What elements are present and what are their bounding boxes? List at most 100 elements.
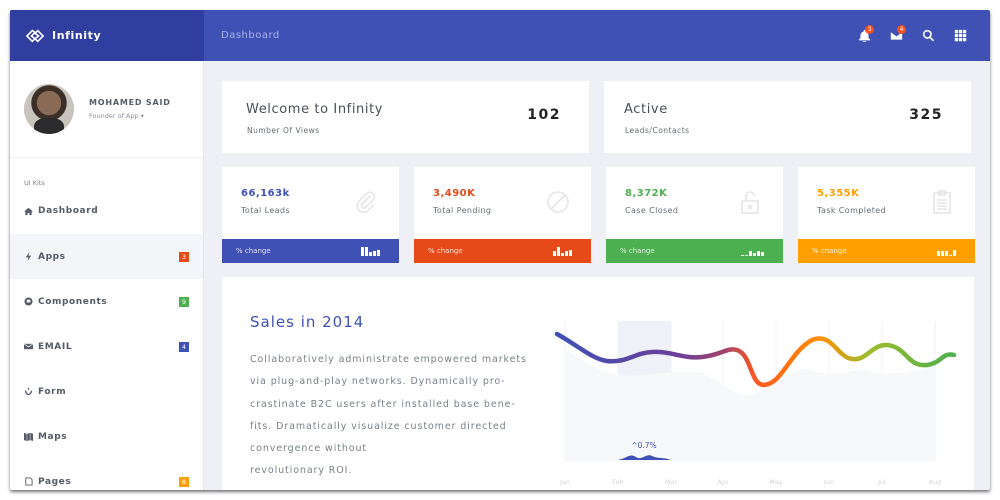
sidebar-item-label: Components [38, 296, 108, 307]
sidebar-item-components[interactable]: Components 9 [10, 279, 203, 324]
bolt-icon [25, 252, 32, 261]
summary-title: Welcome to Infinity [246, 102, 384, 117]
sidebar-badge: 3 [179, 251, 189, 262]
summary-subtitle: Leads/Contacts [625, 126, 690, 135]
stat-change-bar[interactable]: % change [798, 239, 975, 263]
user-profile[interactable]: MOHAMED SAID Founder of App ▾ [10, 61, 203, 158]
x-axis-label: Jan [559, 478, 570, 486]
change-label: % change [236, 247, 271, 255]
summary-value: 325 [909, 107, 943, 123]
change-label: % change [620, 247, 655, 255]
page-title: Dashboard [221, 30, 280, 41]
sidebar-item-label: Apps [38, 251, 66, 262]
mini-bar-chart-icon [361, 246, 380, 256]
home-icon [24, 207, 33, 215]
form-icon [24, 387, 33, 396]
components-icon [24, 297, 33, 306]
map-icon [24, 432, 33, 441]
ban-icon [545, 189, 571, 215]
sales-text-line: convergence without [250, 443, 368, 455]
sidebar: MOHAMED SAID Founder of App ▾ UI Kits Da… [10, 61, 204, 490]
apps-grid-button[interactable] [944, 10, 976, 61]
sales-text-line: fits. Dramatically visualize customer di… [250, 420, 507, 432]
summary-card-views: Welcome to Infinity Number Of Views 102 [222, 81, 589, 153]
avatar[interactable] [24, 84, 74, 134]
sidebar-item-label: Form [38, 386, 67, 397]
stat-card-total-leads: 66,163k Total Leads % change [222, 167, 399, 263]
stat-card-task-completed: 5,355K Task Completed % change [798, 167, 975, 263]
sidebar-item-email[interactable]: EMAIL 4 [10, 324, 203, 369]
sales-title: Sales in 2014 [250, 313, 365, 331]
sales-description: Collaboratively administrate empowered m… [250, 349, 530, 483]
envelope-icon [890, 32, 902, 40]
sidebar-item-label: Pages [38, 476, 72, 487]
profile-role-dropdown[interactable]: Founder of App ▾ [89, 112, 144, 120]
stat-label: Task Completed [817, 206, 887, 215]
notifications-button[interactable]: 3 [848, 10, 880, 61]
grid-icon [954, 29, 966, 42]
sales-line-chart: ^0.7% Jan Feb Mar Apr May Jun Jul Aug [542, 277, 962, 490]
stat-change-bar[interactable]: % change [222, 239, 399, 263]
messages-button[interactable]: 4 [880, 10, 912, 61]
search-button[interactable] [912, 10, 944, 61]
stat-value: 3,490K [433, 188, 476, 199]
stat-change-bar[interactable]: % change [414, 239, 591, 263]
sales-card: Sales in 2014 Collaboratively administra… [222, 277, 974, 490]
mini-bar-chart-icon [937, 247, 956, 256]
sidebar-item-dashboard[interactable]: Dashboard [10, 196, 203, 226]
summary-subtitle: Number Of Views [247, 126, 320, 135]
highlight-label: ^0.7% [631, 441, 656, 450]
sales-line [554, 331, 957, 388]
sidebar-item-label: Dashboard [38, 206, 99, 216]
profile-info: MOHAMED SAID Founder of App ▾ [89, 98, 171, 120]
mini-bar-chart-icon [741, 247, 764, 256]
search-icon [922, 29, 934, 42]
sidebar-item-pages[interactable]: Pages 8 [10, 459, 203, 490]
unlock-icon [737, 189, 763, 215]
sales-text-line: via plug-and-play networks. Dynamically … [250, 376, 506, 388]
envelope-icon [24, 343, 33, 350]
x-axis-label: Jun [823, 478, 834, 486]
stat-card-total-pending: 3,490K Total Pending % change [414, 167, 591, 263]
stat-change-bar[interactable]: % change [606, 239, 783, 263]
clipboard-icon [929, 189, 955, 215]
summary-card-active: Active Leads/Contacts 325 [604, 81, 971, 153]
x-axis-label: Apr [717, 478, 729, 486]
stat-label: Total Leads [241, 206, 291, 215]
paperclip-icon [353, 189, 379, 215]
notifications-badge: 3 [865, 25, 874, 34]
x-axis-label: Aug [929, 478, 942, 486]
sidebar-badge: 8 [179, 476, 189, 487]
change-label: % change [428, 247, 463, 255]
header-actions: 3 4 [848, 10, 990, 61]
section-label: UI Kits [24, 179, 45, 187]
stat-label: Total Pending [433, 206, 492, 215]
stat-value: 66,163k [241, 188, 290, 199]
summary-title: Active [624, 102, 668, 117]
main-content: Welcome to Infinity Number Of Views 102 … [204, 61, 990, 490]
app-window: Infinity Dashboard 3 4 MOHAMED SAID [10, 10, 990, 490]
sidebar-item-label: Maps [38, 431, 68, 442]
pages-icon [25, 477, 33, 486]
sales-text-line: Collaboratively administrate empowered m… [250, 354, 527, 365]
stat-label: Case Closed [625, 206, 679, 215]
messages-badge: 4 [897, 25, 906, 34]
brand-name: Infinity [52, 29, 102, 42]
summary-value: 102 [527, 107, 561, 123]
profile-name: MOHAMED SAID [89, 98, 171, 107]
x-axis-label: May [769, 478, 783, 486]
sidebar-item-maps[interactable]: Maps [10, 414, 203, 459]
highlight-wave [618, 455, 671, 460]
x-axis-label: Jul [877, 478, 886, 486]
sidebar-badge: 4 [179, 341, 189, 352]
infinity-logo-icon [26, 28, 44, 43]
sales-text-line: revolutionary ROI. [250, 465, 353, 477]
mini-bar-chart-icon [553, 246, 572, 256]
stat-card-case-closed: 8,372K Case Closed % change [606, 167, 783, 263]
change-label: % change [812, 247, 847, 255]
sidebar-item-apps[interactable]: Apps 3 [10, 234, 203, 279]
brand[interactable]: Infinity [10, 10, 204, 61]
stat-value: 5,355K [817, 188, 860, 199]
sidebar-item-form[interactable]: Form [10, 369, 203, 414]
sidebar-item-label: EMAIL [38, 341, 73, 352]
